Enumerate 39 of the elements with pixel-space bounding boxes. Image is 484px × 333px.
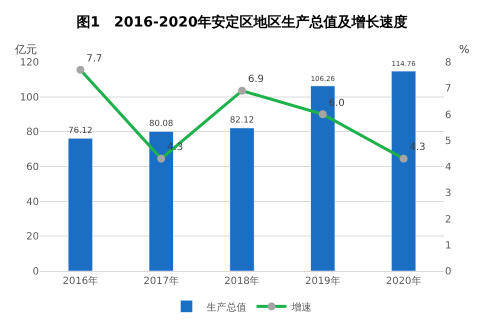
x-tick-label: 2020年 [386, 275, 422, 287]
x-tick-label: 2016年 [62, 275, 98, 287]
y2-tick-label: 0 [445, 266, 452, 278]
data-label: 4.3 [167, 142, 184, 154]
y-axis-title: 亿元 [14, 43, 37, 56]
bar [68, 138, 93, 271]
legend-label: 增速 [290, 301, 312, 314]
y-tick-label: 40 [26, 196, 39, 208]
y-tick-label: 0 [32, 266, 39, 278]
y2-tick-label: 7 [445, 84, 452, 95]
y-tick-label: 60 [26, 162, 39, 173]
data-label: 76.12 [68, 124, 92, 135]
y2-axis-title: % [459, 43, 470, 56]
y2-tick-label: 2 [445, 214, 452, 226]
y2-tick-label: 1 [445, 240, 452, 252]
data-label: 7.7 [86, 53, 102, 64]
data-label: 80.08 [149, 118, 174, 128]
data-label: 82.12 [230, 114, 254, 124]
y-tick-label: 80 [26, 127, 39, 138]
legend-label: 生产总值 [206, 301, 246, 314]
x-tick-label: 2017年 [143, 275, 179, 287]
point [76, 66, 84, 74]
chart-title: 图1 2016-2020年安定区地区生产总值及增长速度 [76, 13, 408, 30]
point [318, 110, 327, 118]
y2-tick-label: 6 [445, 110, 452, 121]
point [157, 154, 166, 163]
x-tick-label: 2019年 [305, 275, 341, 287]
y-tick-label: 100 [20, 92, 39, 104]
point [400, 154, 408, 163]
point [238, 86, 246, 95]
y-tick-label: 120 [20, 58, 39, 68]
y2-tick-label: 3 [445, 188, 452, 200]
bar [230, 128, 254, 271]
x-tick-label: 2018年 [224, 275, 260, 287]
y2-tick-label: 5 [445, 136, 452, 147]
y2-tick-label: 8 [445, 58, 452, 68]
data-label: 6.9 [248, 74, 264, 86]
y-tick-label: 20 [26, 232, 39, 243]
y2-tick-label: 4 [445, 162, 452, 173]
